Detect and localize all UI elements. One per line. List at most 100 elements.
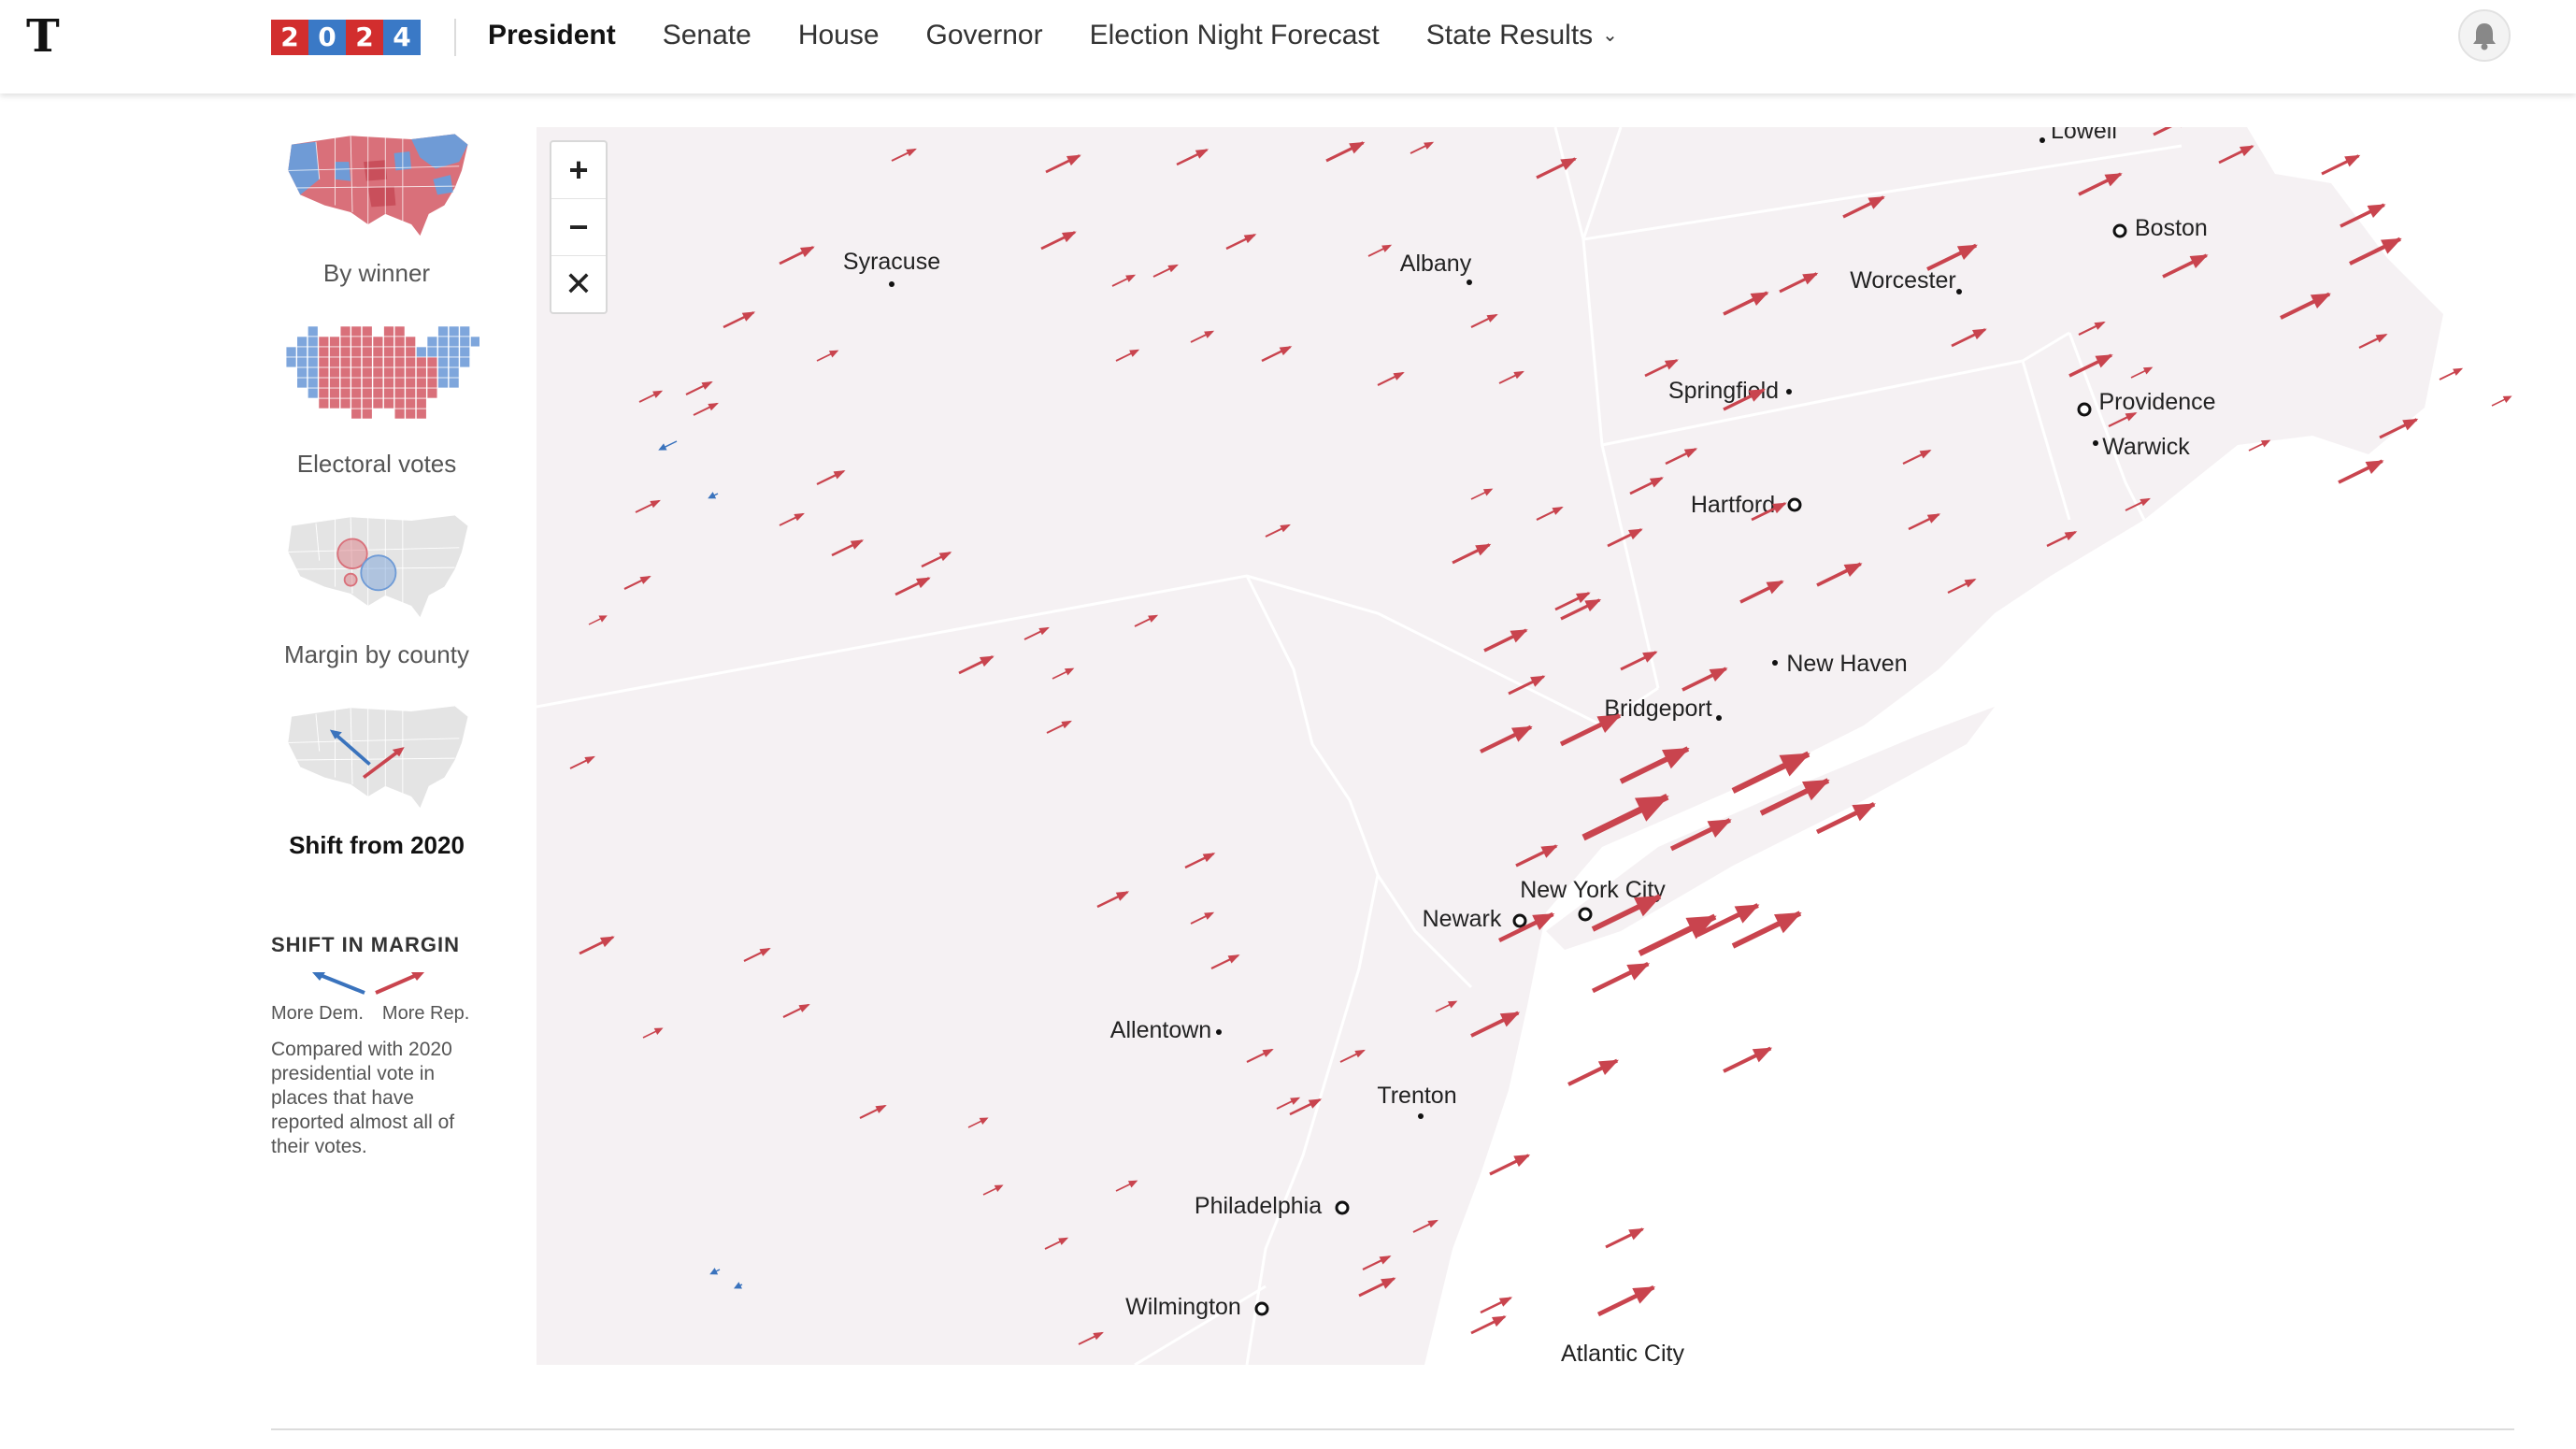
zoom-in-button[interactable]: + xyxy=(551,142,606,199)
nav-governor[interactable]: Governor xyxy=(925,20,1043,50)
cartogram-cell xyxy=(460,347,470,357)
cartogram-cell xyxy=(297,357,308,367)
cartogram-cell xyxy=(416,347,426,357)
year-digit: 2 xyxy=(346,20,383,55)
zoom-out-button[interactable]: − xyxy=(551,199,606,256)
providence-marker xyxy=(2077,402,2092,417)
rep-shift-arrowhead xyxy=(1498,1297,1513,1307)
bell-icon-glyph xyxy=(2473,23,2496,50)
rep-shift-arrowhead xyxy=(1801,780,1830,801)
rep-shift-arrowhead xyxy=(1649,477,1664,488)
bell-icon[interactable] xyxy=(2458,9,2511,62)
mode-electoral-votes[interactable]: Electoral votes xyxy=(269,318,484,479)
state-borders xyxy=(536,126,2182,1367)
cartogram-cell xyxy=(329,347,340,357)
nyt-logo[interactable]: T xyxy=(26,10,60,63)
new-york-city-marker xyxy=(1578,907,1593,922)
lowell-label: Lowell xyxy=(2051,127,2117,144)
cartogram-cell xyxy=(437,367,449,378)
rep-shift-arrowhead xyxy=(1061,720,1072,729)
cartogram-cell xyxy=(351,378,362,388)
newark-marker xyxy=(1512,913,1527,928)
cartogram-cell xyxy=(406,409,416,419)
rep-shift-arrowhead xyxy=(1486,313,1498,323)
rep-shift-arrowhead xyxy=(1868,196,1885,209)
nav-president[interactable]: President xyxy=(488,20,616,50)
trenton-label: Trenton xyxy=(1377,1083,1456,1109)
cartogram-cell xyxy=(340,367,351,378)
rep-shift-arrowhead xyxy=(1584,598,1602,612)
cartogram-cell xyxy=(383,337,394,347)
rep-shift-arrowhead xyxy=(906,148,917,157)
cartogram-cell xyxy=(362,409,372,419)
rep-shift-arrowhead xyxy=(1115,891,1130,901)
nav-senate[interactable]: Senate xyxy=(662,20,751,50)
cartogram-cell xyxy=(449,357,459,367)
rep-shift-arrowhead xyxy=(1633,896,1662,917)
rep-shift-arrowhead xyxy=(979,1117,989,1126)
cartogram-cell xyxy=(406,337,416,347)
cartogram-cell xyxy=(394,326,405,337)
nav-state-results[interactable]: State Results ⌄ xyxy=(1426,20,1618,51)
rep-shift-arrowhead xyxy=(1148,614,1159,623)
mode-label: Shift from 2020 xyxy=(289,831,465,859)
cartogram-cell xyxy=(362,337,372,347)
cartogram-cell xyxy=(406,398,416,409)
dem-arrow-icon xyxy=(317,972,365,995)
rep-shift-arrowhead xyxy=(1685,915,1717,940)
trenton-marker xyxy=(1418,1113,1424,1119)
rep-shift-arrowhead xyxy=(1279,346,1293,356)
rep-shift-arrowhead xyxy=(2094,321,2106,330)
mode-label: By winner xyxy=(322,259,431,287)
cartogram-cell xyxy=(319,337,329,347)
newark-label: Newark xyxy=(1423,906,1502,932)
legend-rep-label: More Rep. xyxy=(381,1003,470,1024)
rep-shift-arrowhead xyxy=(1379,1255,1392,1265)
year-digit: 2 xyxy=(271,20,308,55)
cartogram-cell xyxy=(308,367,318,378)
albany-label: Albany xyxy=(1400,251,1472,277)
chevron-down-icon: ⌄ xyxy=(1602,25,1618,46)
nav-election-night-forecast[interactable]: Election Night Forecast xyxy=(1089,20,1380,50)
shift-arrow-map-icon xyxy=(288,706,468,809)
cartogram-cell xyxy=(394,398,405,409)
rep-shift-arrowhead xyxy=(708,402,719,411)
rep-shift-arrowhead xyxy=(1262,1048,1274,1057)
rep-shift-arrowhead xyxy=(1513,1154,1531,1168)
rep-shift-arrowhead xyxy=(2104,173,2123,187)
cartogram-cell xyxy=(286,347,296,357)
rep-shift-arrowhead xyxy=(994,1184,1004,1193)
legend-arrows xyxy=(312,972,424,995)
rep-shift-arrowhead xyxy=(1427,1219,1438,1228)
shift-map[interactable]: Lowell Boston Syracuse Albany Worcester Sprin… xyxy=(536,115,2516,1367)
rep-shift-arrowhead xyxy=(1354,1049,1366,1058)
rep-shift-arrowhead xyxy=(701,380,713,390)
rep-shift-arrowhead xyxy=(1204,330,1215,338)
rep-shift-arrowhead xyxy=(1127,1180,1138,1188)
cartogram-cell xyxy=(340,378,351,388)
dem-shift-arrowhead xyxy=(658,443,667,451)
nav-house[interactable]: House xyxy=(797,20,880,50)
mode-by-winner[interactable]: By winner xyxy=(269,127,484,288)
mode-margin-by-county[interactable]: Margin by county xyxy=(269,509,484,669)
rep-arrow-icon xyxy=(375,972,420,995)
cartogram-cell xyxy=(383,388,394,398)
rep-shift-arrowhead xyxy=(1129,349,1140,357)
cartogram-cell xyxy=(373,367,383,378)
rep-shift-arrowhead xyxy=(1202,853,1216,863)
rep-shift-arrowhead xyxy=(2142,366,2154,375)
reset-zoom-button[interactable]: ✕ xyxy=(564,265,594,303)
us-winner-map-icon xyxy=(288,134,468,237)
mode-shift-from-2020[interactable]: Shift from 2020 xyxy=(269,699,484,860)
rep-shift-arrowhead xyxy=(875,1104,887,1113)
cartogram-cell xyxy=(383,326,394,337)
cartogram-cell xyxy=(427,357,437,367)
electoral-cartogram-icon xyxy=(286,326,480,419)
election-2024-badge[interactable]: 2 0 2 4 xyxy=(271,20,421,55)
cartogram-cell xyxy=(383,347,394,357)
dem-shift-arrowhead xyxy=(709,1268,719,1275)
cartogram-cell xyxy=(362,357,372,367)
rep-shift-arrowhead xyxy=(1280,524,1291,533)
rep-shift-arrowhead xyxy=(759,947,771,956)
